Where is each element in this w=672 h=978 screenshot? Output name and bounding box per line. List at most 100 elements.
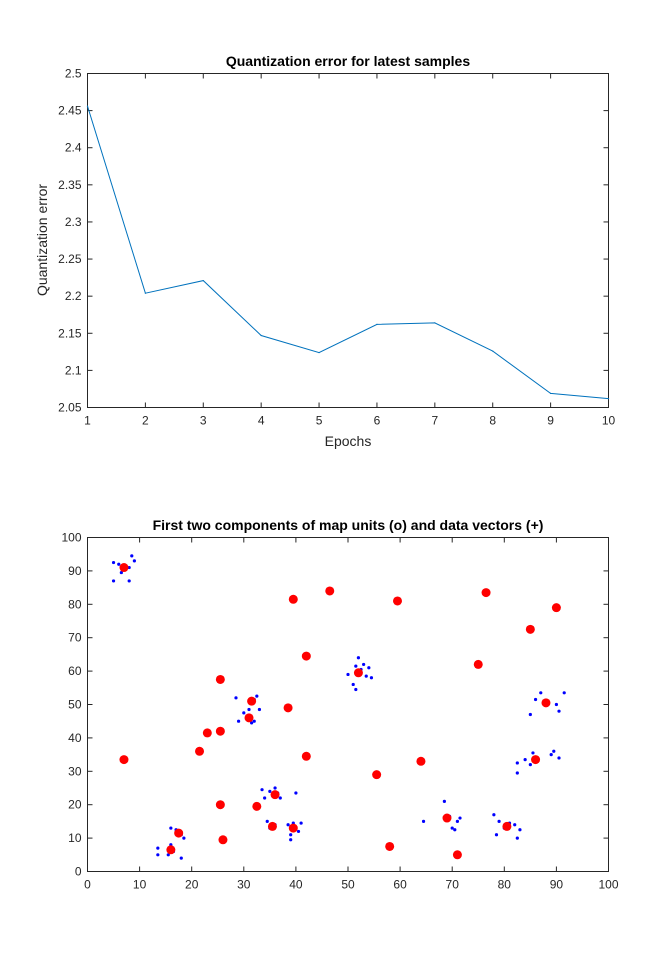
data-vector-point <box>367 666 371 670</box>
x-tick-label: 10 <box>133 878 147 892</box>
chart1-x-axis-label: Epochs <box>325 433 372 449</box>
data-vector-point <box>515 836 519 840</box>
x-tick-label: 7 <box>431 414 438 428</box>
line-point <box>607 397 610 400</box>
data-vector-point <box>132 559 136 563</box>
data-vector-point <box>562 691 566 695</box>
data-vector-point <box>442 799 446 803</box>
y-tick-label: 20 <box>68 798 82 812</box>
y-tick-label: 2.5 <box>65 67 82 81</box>
chart1-series <box>86 105 610 400</box>
map-unit-point <box>392 596 402 606</box>
line-point <box>492 350 494 352</box>
map-unit-point <box>247 696 257 706</box>
map-unit-point <box>502 821 512 831</box>
x-tick-label: 6 <box>374 414 381 428</box>
data-vector-point <box>278 796 282 800</box>
data-vector-point <box>458 816 462 820</box>
data-vector-point <box>455 819 460 824</box>
map-unit-point <box>416 756 426 766</box>
y-tick-label: 2.35 <box>58 178 82 192</box>
map-unit-point <box>301 651 311 661</box>
data-vector-point <box>453 828 457 832</box>
data-vector-point <box>127 579 131 583</box>
x-tick-label: 8 <box>489 414 496 428</box>
y-tick-label: 70 <box>68 631 82 645</box>
map-unit-point <box>166 845 176 855</box>
data-vector-point <box>421 819 426 824</box>
chart2-axes-frame <box>87 537 609 872</box>
data-vector-point <box>369 676 374 680</box>
map-unit-point <box>551 603 561 613</box>
data-vector-point <box>247 707 251 712</box>
x-tick-label: 4 <box>258 414 265 428</box>
x-tick-label: 3 <box>200 414 207 428</box>
data-vector-point <box>528 712 532 717</box>
map-unit-point <box>195 746 205 756</box>
y-tick-label: 2.15 <box>58 326 82 340</box>
map-unit-point <box>215 726 225 736</box>
y-tick-label: 10 <box>68 831 82 845</box>
map-unit-point <box>119 563 129 573</box>
map-unit-point <box>301 751 311 761</box>
x-tick-label: 0 <box>84 878 91 892</box>
chart2-series <box>111 554 566 860</box>
data-vector-point <box>255 694 259 698</box>
data-vector-point <box>354 687 358 692</box>
map-unit-point <box>541 698 551 708</box>
x-tick-label: 50 <box>341 878 355 892</box>
map-unit-point <box>288 823 298 833</box>
data-vector-point <box>156 846 160 850</box>
map-unit-point <box>353 668 363 678</box>
x-tick-label: 70 <box>446 878 460 892</box>
line-point <box>434 322 436 324</box>
data-vector-point <box>111 560 116 565</box>
map-unit-point <box>244 713 254 723</box>
data-vector-point <box>552 749 556 753</box>
x-tick-label: 100 <box>598 878 618 892</box>
line-point <box>318 351 320 354</box>
data-vector-point <box>130 554 134 558</box>
data-vector-point <box>523 758 527 762</box>
data-vector-point <box>528 763 532 767</box>
line-point <box>260 334 262 337</box>
x-tick-label: 40 <box>289 878 303 892</box>
map-unit-point <box>473 659 483 669</box>
map-unit-point <box>442 813 452 823</box>
y-tick-label: 2.1 <box>65 363 82 377</box>
map-unit-point <box>218 835 228 845</box>
data-vector-point <box>263 796 267 800</box>
y-tick-label: 2.2 <box>65 289 82 303</box>
map-unit-point <box>215 800 225 810</box>
y-tick-label: 0 <box>75 865 82 879</box>
data-vector-point <box>268 789 272 793</box>
data-vector-point <box>236 719 241 723</box>
y-tick-label: 2.4 <box>65 141 82 155</box>
line-point <box>376 323 378 325</box>
data-vector-point <box>234 696 238 700</box>
map-unit-point <box>174 828 184 838</box>
data-vector-point <box>286 823 290 827</box>
data-vector-point <box>346 672 350 677</box>
map-unit-point <box>270 790 280 800</box>
y-tick-label: 2.25 <box>58 252 82 266</box>
map-units-scatter-chart: First two components of map units (o) an… <box>61 517 618 892</box>
x-tick-label: 30 <box>237 878 251 892</box>
data-vector-point <box>351 682 355 687</box>
data-vector-point <box>179 856 183 860</box>
x-tick-label: 10 <box>602 414 616 428</box>
data-vector-point <box>557 756 561 760</box>
map-unit-point <box>283 703 293 713</box>
data-vector-point <box>533 697 538 702</box>
data-vector-point <box>557 709 561 713</box>
data-vector-point <box>518 828 522 832</box>
y-tick-label: 30 <box>68 764 82 778</box>
map-unit-point <box>288 594 298 604</box>
data-vector-point <box>265 819 269 824</box>
line-point <box>550 392 552 394</box>
data-vector-point <box>252 719 256 723</box>
data-vector-point <box>260 788 264 792</box>
chart2-x-ticks: 0 10 20 30 40 50 60 70 80 90 100 <box>84 537 619 892</box>
